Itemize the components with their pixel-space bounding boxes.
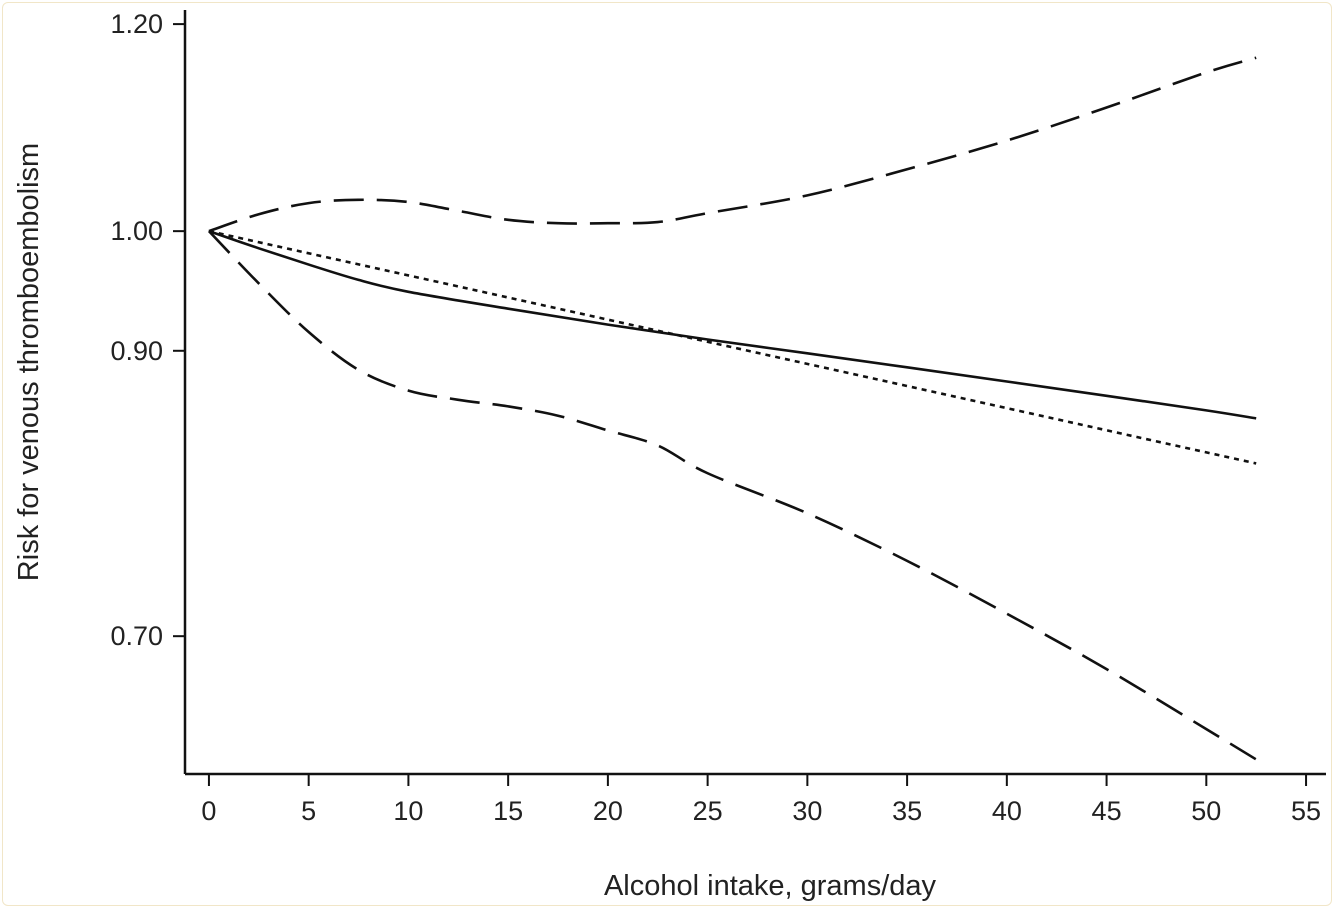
estimate-line [208,229,1257,420]
x-tick-label: 40 [992,796,1022,826]
axes [183,10,1326,776]
y-tick-label: 1.00 [110,216,163,246]
y-tick-label: 0.90 [110,336,163,366]
x-tick-label: 55 [1291,796,1321,826]
upper-ci-line [208,56,1257,233]
x-tick-label: 35 [892,796,922,826]
x-tick-label: 15 [493,796,523,826]
y-tick-label: 0.70 [110,621,163,651]
y-tick-label: 1.20 [110,9,163,39]
x-tick-label: 50 [1191,796,1221,826]
x-tick-label: 0 [201,796,216,826]
x-tick-label: 25 [693,796,723,826]
x-tick-label: 20 [593,796,623,826]
x-axis-label: Alcohol intake, grams/day [604,870,937,902]
lower-ci-line [207,230,1257,761]
y-ticks: 0.70 0.90 1.00 1.20 [110,9,185,651]
x-tick-label: 10 [393,796,423,826]
series-group [207,56,1257,761]
x-tick-label: 30 [792,796,822,826]
x-tick-label: 45 [1092,796,1122,826]
x-tick-label: 5 [301,796,316,826]
reference-line [208,229,1257,465]
x-ticks: 0 5 10 15 20 25 30 35 40 45 50 55 [201,774,1321,826]
y-axis-label: Risk for venous thromboembolism [13,143,45,581]
